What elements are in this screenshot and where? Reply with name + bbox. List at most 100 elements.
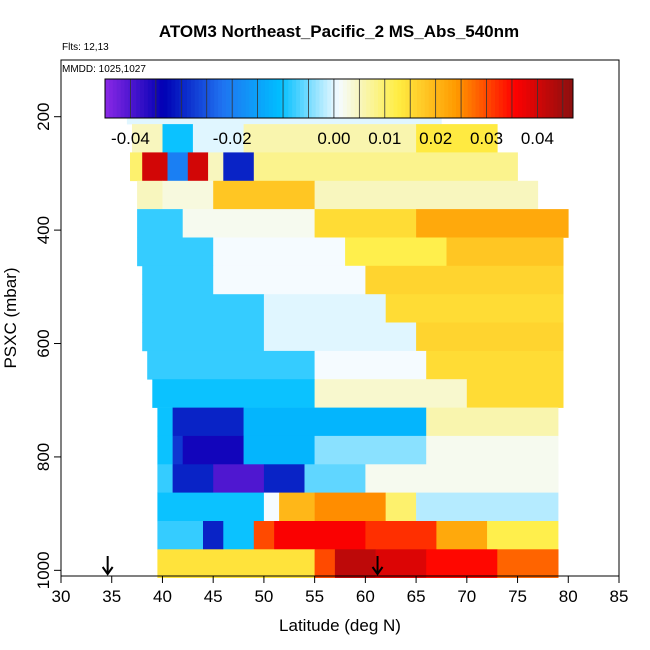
- colorbar-swatch: [144, 79, 149, 118]
- colorbar-swatch: [475, 79, 480, 118]
- heatmap-cell: [142, 265, 214, 295]
- colorbar-tick-label: 0.00: [317, 129, 350, 148]
- colorbar-swatch: [389, 79, 394, 118]
- heatmap-cell: [304, 464, 366, 493]
- colorbar-swatch: [385, 79, 391, 118]
- y-axis: 200 400 600 800 1000: [34, 103, 61, 589]
- colorbar-swatch: [537, 79, 543, 118]
- colorbar-swatch: [284, 79, 289, 118]
- heatmap-cell: [416, 209, 569, 238]
- colorbar-swatch: [491, 79, 496, 118]
- colorbar-swatch: [159, 79, 164, 118]
- colorbar-swatch: [514, 79, 519, 118]
- heatmap-cell: [426, 407, 559, 437]
- colorbar-swatch: [210, 79, 215, 118]
- heatmap-cell: [157, 407, 173, 437]
- colorbar-swatch: [272, 79, 277, 118]
- colorbar-swatch: [167, 79, 172, 118]
- heatmap-cell: [147, 350, 315, 380]
- date-annotation: MMDD: 1025,1027: [62, 64, 146, 75]
- heatmap-cell: [314, 350, 427, 380]
- colorbar-swatch: [124, 79, 129, 118]
- x-axis-label: Latitude (deg N): [279, 616, 401, 635]
- x-tick-label: 30: [52, 587, 71, 606]
- colorbar-swatch: [151, 79, 157, 118]
- heatmap-cell: [263, 464, 305, 493]
- x-axis: 30 35 40 45 50 55 60 65 70 75 80 85: [52, 576, 628, 606]
- colorbar-swatch: [565, 79, 570, 118]
- colorbar-swatch: [261, 79, 266, 118]
- heatmap-cell: [137, 237, 214, 267]
- colorbar-swatch: [420, 79, 426, 118]
- colorbar-swatch: [303, 79, 309, 118]
- y-tick-label: 600: [34, 329, 53, 357]
- colorbar-swatch: [311, 79, 316, 118]
- colorbar-tick-label: 0.02: [419, 129, 452, 148]
- colorbar-swatch: [510, 79, 515, 118]
- heatmap-cell: [314, 549, 336, 578]
- heatmap-cell: [142, 294, 265, 323]
- heatmap-cell: [314, 180, 539, 210]
- colorbar-swatch: [467, 79, 472, 118]
- y-tick-label: 800: [34, 443, 53, 471]
- y-tick-label: 200: [34, 103, 53, 131]
- colorbar-swatch: [296, 79, 301, 118]
- colorbar-swatch: [495, 79, 500, 118]
- heatmap-cell: [314, 435, 427, 465]
- colorbar-swatch: [545, 79, 550, 118]
- colorbar-swatch: [459, 79, 465, 118]
- heatmap-cell: [314, 209, 417, 238]
- colorbar-swatch: [253, 79, 258, 118]
- colorbar-swatch: [541, 79, 547, 118]
- colorbar-swatch: [409, 79, 414, 118]
- colorbar-swatch: [206, 79, 211, 118]
- colorbar-swatch: [440, 79, 445, 118]
- x-tick-label: 75: [508, 587, 527, 606]
- heatmap-cell: [172, 464, 214, 493]
- colorbar-swatch: [264, 79, 270, 118]
- colorbar-swatch: [183, 79, 188, 118]
- colorbar-swatch: [483, 79, 488, 118]
- x-tick-label: 65: [407, 587, 426, 606]
- colorbar-swatch: [105, 79, 110, 118]
- colorbar-swatch: [136, 79, 141, 118]
- colorbar-swatch: [452, 79, 457, 118]
- colorbar-tick-label: -0.04: [111, 129, 150, 148]
- heatmap-cell: [334, 549, 376, 578]
- heatmap-cell: [213, 237, 346, 267]
- heatmap-cell: [436, 521, 488, 550]
- heatmap-cell: [426, 350, 564, 380]
- colorbar-swatch: [214, 79, 219, 118]
- heatmap-cell: [142, 152, 168, 182]
- heatmap-cell: [274, 521, 366, 550]
- colorbar-frame: [104, 78, 574, 119]
- heatmap-cell: [426, 435, 559, 465]
- colorbar-swatch: [502, 79, 508, 118]
- colorbar-swatch: [186, 79, 192, 118]
- colorbar-swatch: [463, 79, 469, 118]
- colorbar-swatch: [534, 79, 539, 118]
- colorbar-swatch: [393, 79, 398, 118]
- colorbar-swatch: [202, 79, 207, 118]
- colorbar-swatch: [378, 79, 383, 118]
- colorbar-swatch: [526, 79, 531, 118]
- colorbar-swatch: [194, 79, 199, 118]
- colorbar-swatch: [417, 79, 422, 118]
- heatmap-cell: [263, 492, 280, 522]
- colorbar-tick-label: -0.02: [213, 129, 252, 148]
- colorbar-tick-label: 0.04: [521, 129, 554, 148]
- arrow-head: [101, 566, 114, 576]
- heatmap-cell: [497, 549, 559, 578]
- colorbar-swatch: [342, 79, 348, 118]
- colorbar-swatch: [374, 79, 379, 118]
- heatmap-cell: [167, 152, 189, 182]
- heatmap-cell: [203, 521, 224, 550]
- colorbar-swatch: [362, 79, 367, 118]
- heatmap-cell: [263, 294, 386, 323]
- heatmap-cell: [137, 180, 163, 210]
- colorbar-swatch: [300, 79, 305, 118]
- heatmap-cell: [345, 237, 447, 267]
- colorbar-swatch: [401, 79, 406, 118]
- heatmap-cell: [182, 435, 244, 465]
